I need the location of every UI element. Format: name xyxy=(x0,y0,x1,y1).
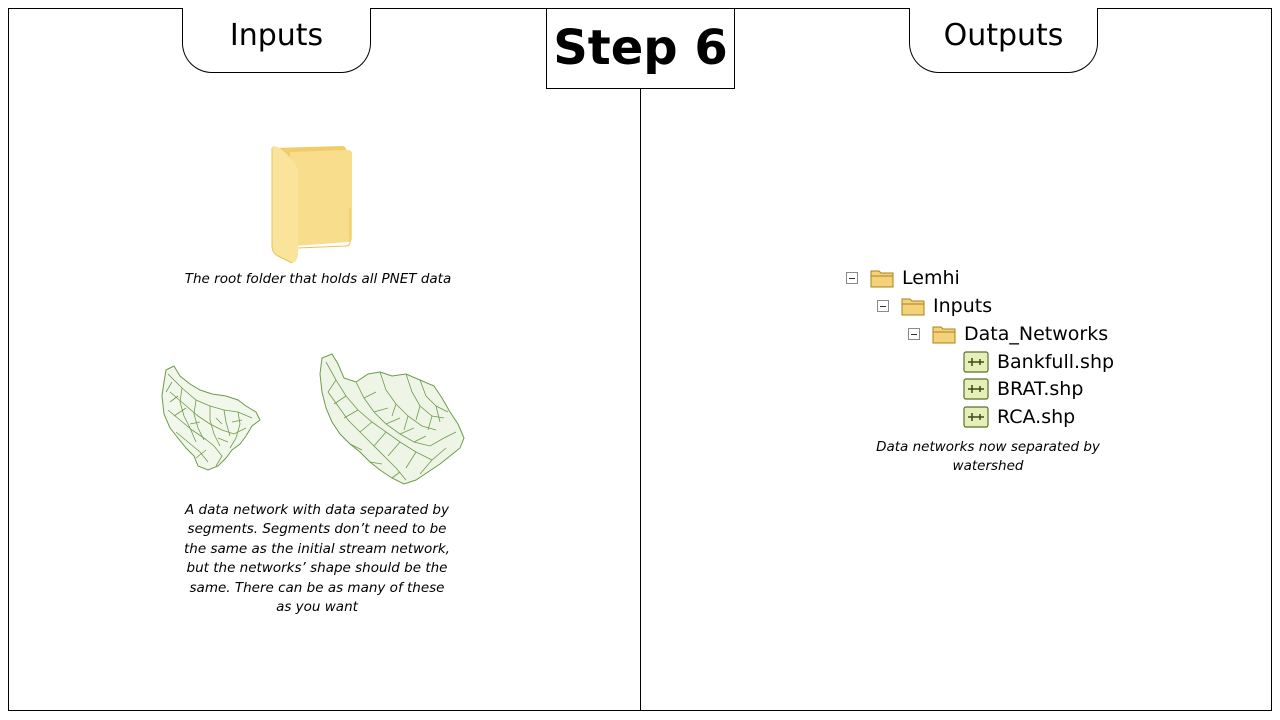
polyline-shapefile-icon xyxy=(963,406,989,428)
collapse-icon[interactable] xyxy=(877,300,889,312)
tree-item-label: Bankfull.shp xyxy=(997,351,1115,373)
data-network-caption: A data network with data separated by se… xyxy=(184,502,450,616)
tree-item-bankfull-shp[interactable]: Bankfull.shp xyxy=(963,350,1114,374)
tree-item-label: RCA.shp xyxy=(997,406,1076,428)
root-folder-caption: The root folder that holds all PNET data xyxy=(184,271,452,287)
tree-item-label: BRAT.shp xyxy=(997,378,1084,400)
tree-item-brat-shp[interactable]: BRAT.shp xyxy=(963,377,1083,401)
root-folder-icon xyxy=(271,146,352,264)
network-map-right xyxy=(319,353,465,485)
tree-item-rca-shp[interactable]: RCA.shp xyxy=(963,405,1075,429)
tree-item-inputs[interactable]: Inputs xyxy=(877,294,992,318)
collapse-icon[interactable] xyxy=(908,328,920,340)
center-divider xyxy=(640,88,641,711)
folder-icon xyxy=(870,270,894,288)
step-title-box: Step 6 xyxy=(546,8,735,89)
collapse-icon[interactable] xyxy=(846,272,858,284)
polyline-shapefile-icon xyxy=(963,351,989,373)
tree-item-label: Lemhi xyxy=(902,267,960,289)
network-map-left xyxy=(161,365,261,471)
tree-item-label: Data_Networks xyxy=(964,323,1109,345)
folder-icon xyxy=(932,326,956,344)
inputs-header-label: Inputs xyxy=(229,18,324,53)
outputs-caption: Data networks now separated by watershed xyxy=(876,439,1100,475)
step-title: Step 6 xyxy=(553,20,728,76)
tree-item-lemhi[interactable]: Lemhi xyxy=(846,266,960,290)
folder-icon xyxy=(901,298,925,316)
inputs-header-tab: Inputs xyxy=(182,8,371,73)
tree-item-data-networks[interactable]: Data_Networks xyxy=(908,322,1108,346)
polyline-shapefile-icon xyxy=(963,378,989,400)
tree-item-label: Inputs xyxy=(933,295,993,317)
outputs-header-label: Outputs xyxy=(943,18,1064,53)
outputs-header-tab: Outputs xyxy=(909,8,1098,73)
